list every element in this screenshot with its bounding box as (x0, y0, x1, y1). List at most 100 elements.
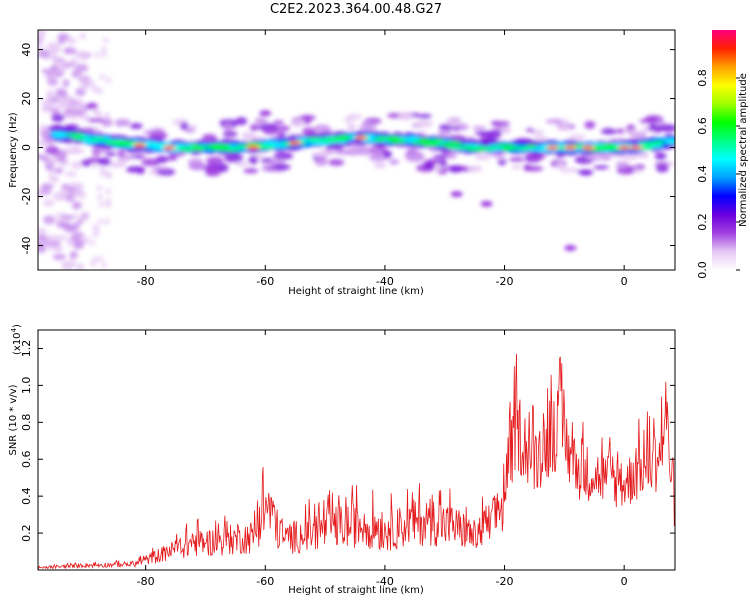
hot-blob (632, 146, 641, 149)
ridge-blob (190, 147, 204, 151)
purple-blob (615, 161, 630, 168)
purple-blob (382, 150, 392, 159)
noise-blob (61, 222, 73, 230)
isolated-blob (564, 244, 577, 251)
noise-blob (54, 168, 64, 174)
purple-blob (414, 119, 434, 128)
noise-blob (73, 147, 85, 154)
noise-blob (92, 224, 99, 231)
purple-blob (248, 156, 259, 165)
purple-blob (334, 149, 354, 155)
noise-blob (78, 77, 92, 85)
purple-blob (501, 126, 512, 134)
purple-blob (434, 164, 444, 171)
snr-frame (37, 329, 676, 571)
purple-blob (449, 166, 462, 173)
purple-blob (273, 152, 294, 160)
noise-blob (43, 199, 55, 207)
purple-blob (116, 155, 136, 160)
noise-blob (89, 80, 96, 87)
purple-blob (446, 152, 457, 159)
snr-x-tick-label: 0 (621, 575, 628, 588)
purple-blob (584, 120, 596, 130)
purple-blob (314, 157, 328, 167)
purple-blob (129, 123, 143, 129)
noise-blob (40, 183, 54, 190)
purple-blob (437, 130, 453, 136)
noise-blob (46, 245, 55, 251)
noise-blob (45, 89, 55, 99)
spectrogram-x-tick-label: -40 (376, 275, 394, 288)
noise-blob (38, 155, 49, 160)
purple-blob (576, 169, 594, 174)
ridge-blob (420, 142, 441, 146)
spectrogram-y-tick-label: 20 (20, 92, 33, 106)
purple-blob (302, 127, 316, 136)
purple-blob (639, 118, 654, 124)
purple-blob (167, 155, 178, 161)
noise-blob (80, 113, 90, 121)
purple-blob (320, 149, 338, 155)
ridge-blob (474, 146, 487, 150)
purple-blob (51, 114, 65, 122)
noise-blob (99, 165, 106, 172)
noise-blob (100, 51, 107, 58)
purple-blob (87, 118, 105, 123)
noise-blob (62, 97, 75, 103)
purple-blob (493, 120, 510, 127)
noise-blob (38, 32, 46, 42)
ridge-blob (603, 143, 617, 147)
noise-blob (99, 73, 106, 80)
noise-blob (97, 194, 104, 201)
noise-blob (77, 214, 89, 222)
purple-blob (467, 165, 483, 173)
noise-blob (69, 57, 79, 65)
snr-plot-area (38, 330, 675, 570)
noise-blob (44, 235, 58, 240)
purple-blob (148, 131, 168, 140)
noise-blob (75, 263, 85, 270)
purple-blob (509, 156, 525, 162)
purple-blob (189, 163, 208, 171)
noise-blob (38, 188, 44, 198)
colorbar-tick-label: 0.2 (696, 213, 709, 231)
spectrogram-heatmap (38, 30, 675, 270)
hot-blob (249, 146, 258, 149)
purple-blob (388, 158, 400, 165)
spectrogram-x-tick-label: 0 (621, 275, 628, 288)
purple-blob (272, 164, 291, 171)
noise-blob (75, 87, 86, 97)
noise-blob (75, 63, 89, 73)
purple-blob (273, 120, 285, 125)
purple-blob (346, 114, 363, 120)
noise-blob (52, 253, 66, 261)
noise-blob (97, 219, 104, 226)
noise-blob (65, 171, 77, 177)
colorbar-label: Normalized spectral amplitude (738, 73, 749, 227)
ridge-blob (639, 142, 661, 146)
noise-blob (78, 190, 86, 200)
purple-blob (249, 123, 259, 132)
noise-blob (43, 215, 56, 225)
purple-blob (205, 156, 224, 165)
ridge-blob (376, 136, 393, 140)
noise-blob (38, 139, 44, 144)
purple-blob (487, 129, 502, 139)
purple-blob (328, 158, 345, 166)
noise-blob (96, 185, 103, 192)
noise-blob (41, 68, 49, 73)
purple-blob (152, 166, 170, 171)
purple-blob (205, 164, 219, 173)
noise-blob (81, 84, 90, 90)
purple-blob (235, 117, 248, 126)
noise-blob (91, 85, 98, 92)
ridge-blob (410, 140, 422, 144)
noise-blob (54, 55, 62, 64)
purple-blob (398, 111, 414, 121)
purple-blob (616, 165, 636, 175)
noise-blob (55, 88, 67, 97)
purple-blob (632, 167, 643, 173)
noise-blob (71, 200, 81, 210)
purple-blob (263, 129, 280, 135)
snr-y-tick-label: 1.2 (20, 340, 33, 358)
